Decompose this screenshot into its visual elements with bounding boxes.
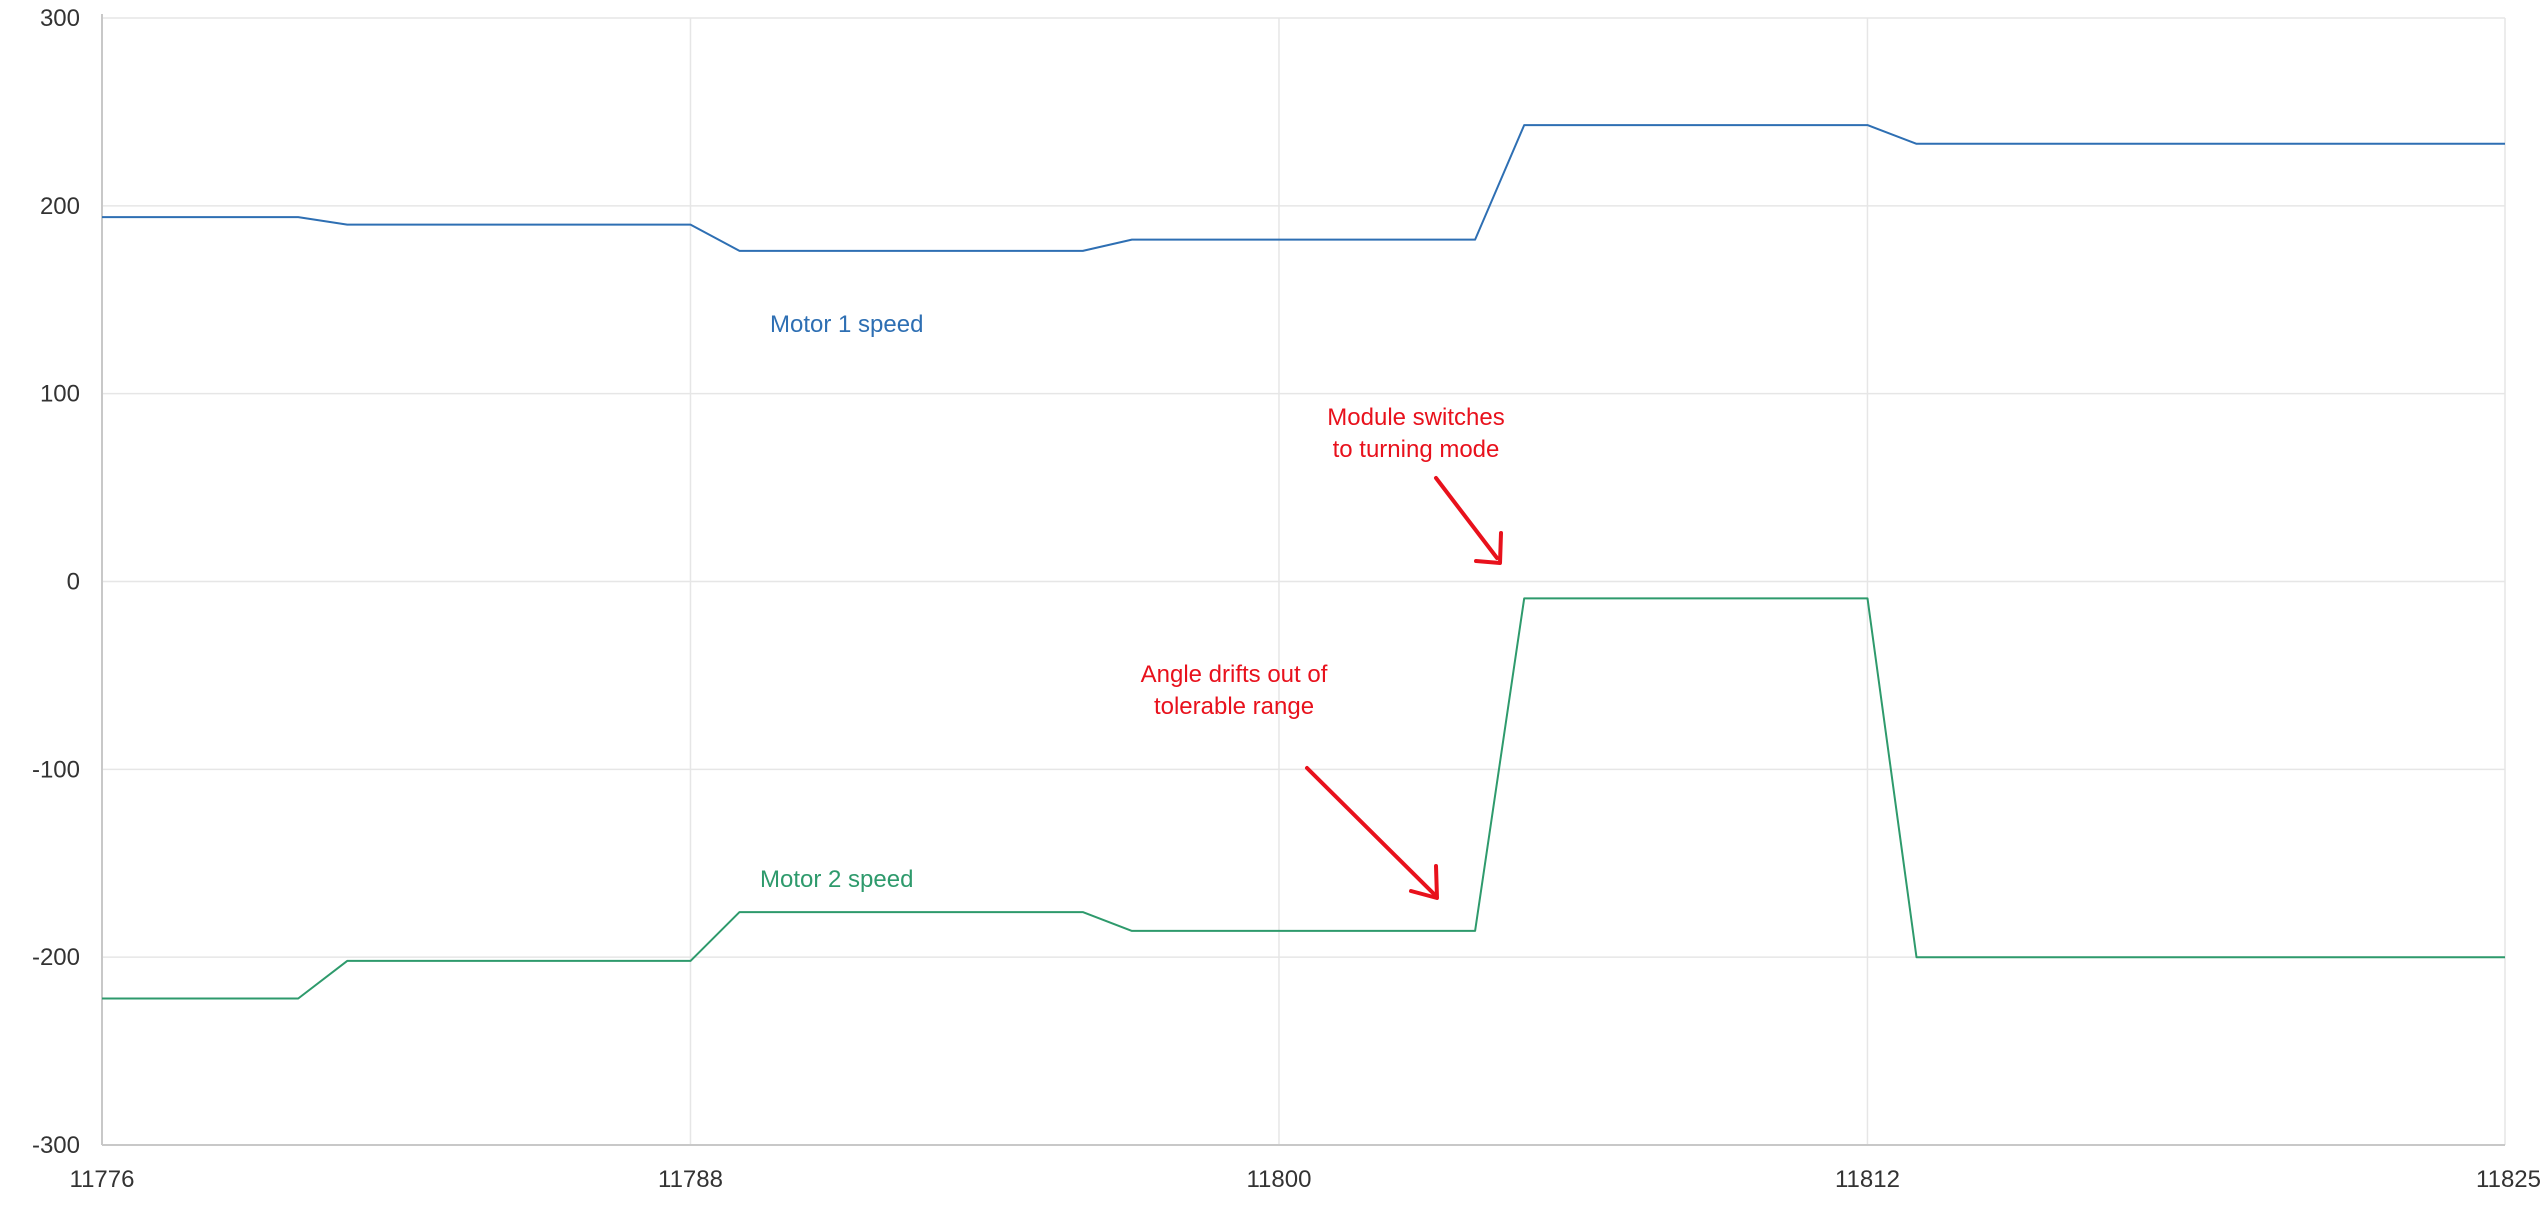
x-tick-label: 11812 xyxy=(1835,1166,1900,1193)
annotation-module-switch: Module switches to turning mode xyxy=(1327,404,1505,565)
x-tick-label: 11776 xyxy=(70,1166,135,1193)
annotation-angle-drift-line-1: Angle drifts out of xyxy=(1141,661,1328,688)
annotations: Module switches to turning mode Angle dr… xyxy=(1141,404,1505,900)
annotation-angle-drift: Angle drifts out of tolerable range xyxy=(1141,661,1439,900)
y-tick-label: -100 xyxy=(32,756,80,783)
axes: 300 200 100 0 -100 -200 -300 11776 11788 11800 118… xyxy=(32,5,2541,1193)
y-tick-label: 200 xyxy=(40,193,80,220)
annotation-module-switch-line-2: to turning mode xyxy=(1333,436,1500,463)
x-tick-label: 11800 xyxy=(1246,1166,1311,1193)
series-line-motor-2 xyxy=(102,597,2505,1000)
y-tick-label: 300 xyxy=(40,5,80,32)
y-tick-label: 100 xyxy=(40,381,80,408)
y-tick-label: -300 xyxy=(32,1132,80,1159)
x-tick-label: 11788 xyxy=(658,1166,723,1193)
annotation-angle-drift-line-2: tolerable range xyxy=(1154,693,1314,720)
annotation-angle-drift-arrow-icon xyxy=(1305,766,1439,900)
x-tick-label: 11825 xyxy=(2476,1166,2541,1193)
y-tick-label: 0 xyxy=(67,569,80,596)
y-tick-label: -200 xyxy=(32,944,80,971)
annotation-module-switch-line-1: Module switches xyxy=(1327,404,1504,431)
series-line-motor-1 xyxy=(102,124,2505,252)
grid xyxy=(102,17,2506,1145)
series-labels: Motor 1 speed Motor 2 speed xyxy=(760,311,923,893)
motor-1-speed-label: Motor 1 speed xyxy=(770,311,923,338)
motor-2-speed-label: Motor 2 speed xyxy=(760,866,913,893)
series-layer xyxy=(102,124,2505,1000)
annotation-module-switch-arrow-icon xyxy=(1434,476,1503,565)
